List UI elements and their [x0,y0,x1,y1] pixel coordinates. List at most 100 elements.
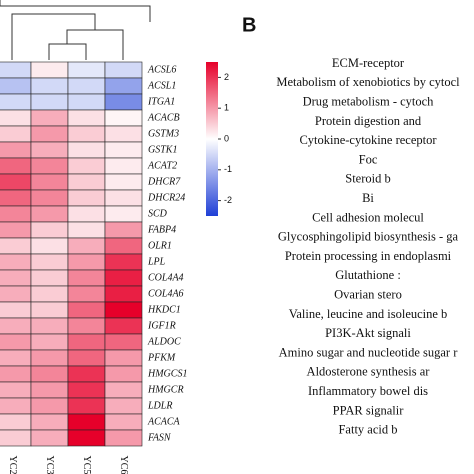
cell [67,381,106,399]
cell [67,189,106,207]
pathway-label: Cytokine-cytokine receptor [299,133,437,147]
cell [0,253,32,271]
cell [0,141,32,159]
cell [0,365,32,383]
cell [30,317,69,335]
row-label: DHCR7 [147,176,181,187]
cell [0,221,32,239]
cell [0,397,32,415]
cell [104,269,143,287]
row-label: HMGCR [147,384,184,395]
cell [30,365,69,383]
cell [30,125,69,143]
cell [0,413,32,431]
colorbar-tick-label: 1 [224,103,229,113]
cell [30,301,69,319]
row-label: ACSL1 [147,80,176,91]
cell [104,381,143,399]
row-label: OLR1 [148,240,172,251]
colorbar-tick-label: -2 [224,195,232,205]
row-label: SCD [148,208,168,219]
pathway-label: PPAR signalir [333,403,405,417]
row-label: PFKM [147,352,176,363]
cell [30,141,69,159]
cell [30,173,69,191]
row-label: DHCR24 [147,192,185,203]
pathway-label: Bi [362,191,374,205]
cell [104,61,143,79]
pathway-label: Steroid b [345,172,390,186]
row-label: ITGA1 [147,96,175,107]
cell [67,205,106,223]
row-label: LPL [147,256,166,267]
cell [104,221,143,239]
pathway-label: Cell adhesion molecul [312,210,424,224]
colorbar-tick-label: 2 [224,72,229,82]
cell [104,253,143,271]
row-label: FABP4 [147,224,176,235]
cell [104,301,143,319]
pathway-label: Fatty acid b [338,423,397,437]
cell [0,301,32,319]
cell [30,61,69,79]
cell [104,141,143,159]
cell [67,317,106,335]
cell [67,413,106,431]
cell [0,157,32,175]
cell [67,365,106,383]
cell [30,253,69,271]
cell [0,61,32,79]
column-label: YC6 [118,456,129,474]
cell [67,93,106,111]
cell [30,333,69,351]
cell [30,109,69,127]
row-label: IGF1R [147,320,176,331]
row-label: FASN [147,432,172,443]
cell [0,77,32,95]
cell [104,237,143,255]
cell [0,205,32,223]
cell [30,285,69,303]
cell [0,93,32,111]
cell [67,253,106,271]
cell [67,237,106,255]
cell [67,77,106,95]
cell [104,173,143,191]
column-label: YC2 [7,456,18,474]
row-label: COL4A6 [148,288,184,299]
row-label: COL4A4 [148,272,184,283]
cell [67,397,106,415]
cell [0,429,32,447]
pathway-label: PI3K-Akt signali [325,326,411,340]
cell [30,157,69,175]
pathway-label: Drug metabolism - cytoch [303,94,435,108]
cell [30,269,69,287]
row-label: ACAT2 [147,160,177,171]
pathway-label: Aldosterone synthesis ar [307,365,431,379]
cell [67,61,106,79]
colorbar [206,62,218,216]
cell [104,429,143,447]
pathway-label: Valine, leucine and isoleucine b [289,307,448,321]
row-label: GSTM3 [148,128,179,139]
row-label: ACACA [147,416,181,427]
cell [0,109,32,127]
row-label: ALDOC [147,336,181,347]
cell [0,285,32,303]
pathway-label: Protein processing in endoplasmi [285,249,452,263]
pathway-label: Ovarian stero [334,287,402,301]
cell [0,333,32,351]
cell [30,413,69,431]
pathway-label: Glycosphingolipid biosynthesis - ga [278,230,459,244]
cell [67,221,106,239]
cell [67,269,106,287]
row-label: LDLR [147,400,172,411]
cell [104,189,143,207]
cell [67,349,106,367]
cell [104,365,143,383]
cell [67,429,106,447]
cell [67,173,106,191]
cell [67,333,106,351]
row-label: GSTK1 [148,144,177,155]
cell [104,109,143,127]
